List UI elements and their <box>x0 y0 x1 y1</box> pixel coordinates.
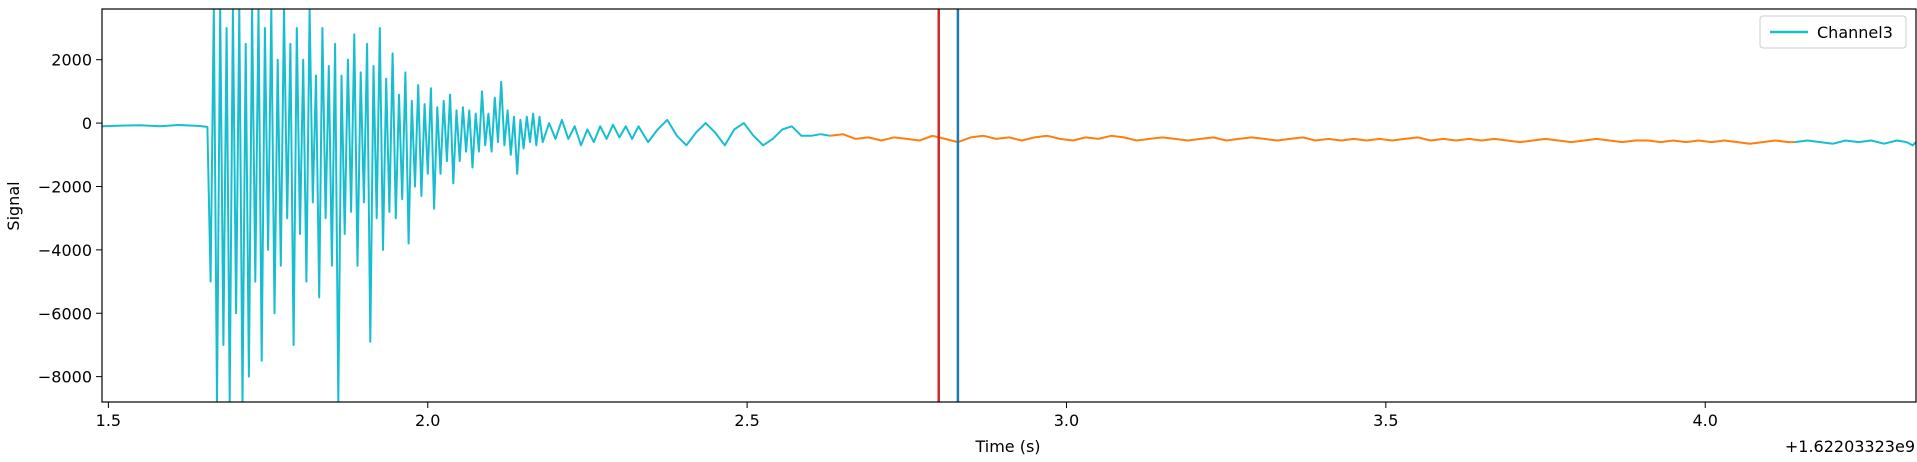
y-tick-label: −2000 <box>38 177 92 196</box>
series-line-2 <box>1794 139 1916 147</box>
x-offset-label: +1.62203323e9 <box>1785 437 1915 456</box>
legend-box <box>1759 15 1907 49</box>
y-axis-label: Signal <box>4 181 23 230</box>
legend: Channel3 <box>1759 15 1907 49</box>
y-tick-label: 2000 <box>51 51 92 70</box>
x-tick-label: 2.5 <box>734 411 759 430</box>
x-tick-label: 2.0 <box>415 411 440 430</box>
vline-layer <box>937 9 960 402</box>
y-tick-label: −6000 <box>38 304 92 323</box>
x-tick-label: 3.5 <box>1373 411 1398 430</box>
x-tick-label: 4.0 <box>1692 411 1717 430</box>
y-tick-label: −8000 <box>38 368 92 387</box>
series-line-1 <box>830 133 1795 145</box>
x-axis-label: Time (s) <box>974 437 1040 456</box>
series-layer <box>102 9 1916 402</box>
x-tick-label: 1.5 <box>96 411 121 430</box>
y-tick-label: 0 <box>82 114 92 133</box>
plot-frame <box>101 8 1917 403</box>
series-line-0 <box>102 9 831 402</box>
y-axis: 2000 0 −2000 −4000 −6000 −8000 <box>38 51 102 387</box>
y-tick-label: −4000 <box>38 241 92 260</box>
x-axis: 1.5 2.0 2.5 3.0 3.5 4.0 <box>96 402 1718 430</box>
legend-label: Channel3 <box>1817 23 1893 42</box>
x-tick-label: 3.0 <box>1054 411 1079 430</box>
